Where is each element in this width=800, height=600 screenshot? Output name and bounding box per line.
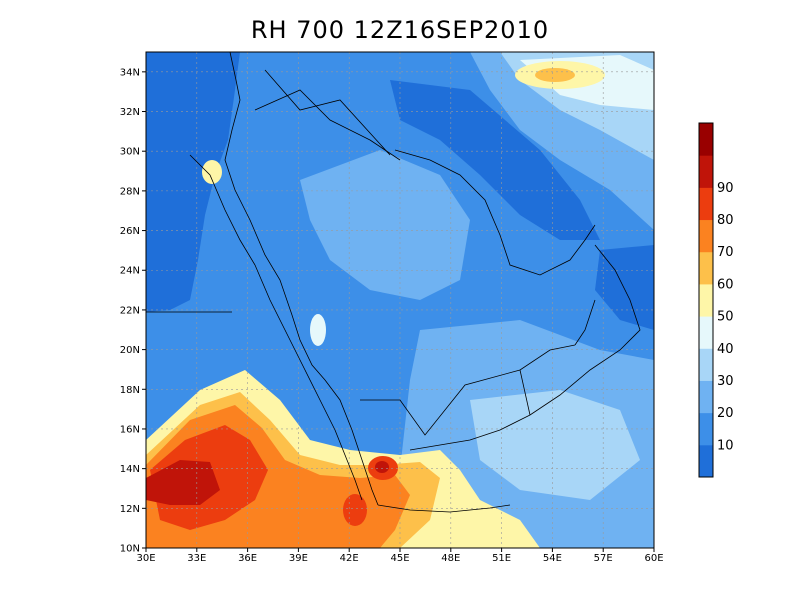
colorbar-swatch [699, 380, 713, 414]
y-tick-label: 24N [120, 266, 140, 277]
coastline-redsea-west [189, 154, 363, 501]
rh-30-40-region-interior [300, 150, 470, 300]
y-tick-label: 32N [120, 107, 140, 118]
colorbar-frame [698, 122, 714, 478]
colorbar-label: 50 [717, 310, 734, 325]
colorbar-label: 70 [717, 245, 734, 260]
x-tick-label: 33E [187, 553, 206, 564]
colorbar-swatch [699, 348, 713, 381]
rh-80-90-pocket-eritrea [343, 494, 367, 526]
coastline-horn-of-africa [377, 504, 511, 513]
y-tick-label: 22N [120, 305, 140, 316]
coastline-redsea-east [224, 52, 379, 506]
colorbar-label: 30 [717, 374, 734, 389]
border-saudi-yemen [360, 344, 576, 436]
colorbar-label: 80 [717, 213, 734, 228]
colorbar-swatch [699, 283, 713, 317]
coastline-oman-arabian-sea [409, 244, 641, 451]
colorbar-label: 10 [717, 438, 734, 453]
colorbar-swatch [699, 412, 713, 446]
border-saudi-north [254, 89, 401, 161]
y-tick-label: 18N [120, 385, 140, 396]
rh-high-pocket-sinai [202, 160, 222, 184]
coastline-arabian-gulf [394, 149, 596, 276]
rh-70-80-north-pocket [535, 68, 575, 82]
border-jordan-iraq [264, 69, 391, 156]
y-tick-label: 16N [120, 424, 140, 435]
colorbar-swatch [699, 316, 713, 349]
colorbar-swatch [699, 444, 713, 478]
colorbar-swatch [699, 219, 713, 253]
y-tick-label: 10N [120, 544, 140, 555]
rh-lowest-region-gulf [390, 80, 600, 240]
x-tick-label: 30E [136, 553, 155, 564]
rh-filled-contours [146, 52, 654, 548]
coastlines-and-borders [146, 52, 641, 513]
colorbar-swatch [699, 123, 713, 156]
y-tick-label: 20N [120, 345, 140, 356]
x-tick-label: 51E [492, 553, 511, 564]
y-tick-label: 12N [120, 504, 140, 515]
rh-40-50-region-south [470, 390, 640, 500]
y-tick-label: 34N [120, 67, 140, 78]
map-title: RH 700 12Z16SEP2010 [250, 16, 550, 44]
colorbar-label: 20 [717, 406, 734, 421]
x-tick-label: 36E [238, 553, 257, 564]
colorbar-label: 90 [717, 181, 734, 196]
colorbar-swatch [699, 155, 713, 188]
x-tick-label: 60E [644, 553, 663, 564]
y-tick-label: 14N [120, 464, 140, 475]
x-tick-label: 48E [441, 553, 460, 564]
x-tick-label: 57E [594, 553, 613, 564]
x-tick-label: 54E [543, 553, 562, 564]
border-oman [519, 299, 596, 416]
colorbar-swatch [699, 251, 713, 285]
x-tick-label: 42E [340, 553, 359, 564]
x-tick-label: 45E [390, 553, 409, 564]
rh-lowest-region-east [595, 245, 654, 330]
rh-90plus-region-southwest [146, 460, 220, 505]
colorbar-label: 40 [717, 342, 734, 357]
y-tick-label: 26N [120, 226, 140, 237]
rh-90plus-pocket-yemen [375, 461, 389, 473]
rh-lowest-region-west [146, 52, 240, 312]
y-tick-label: 30N [120, 147, 140, 158]
colorbar: 10 20 30 40 50 60 70 80 90 [698, 122, 734, 478]
colorbar-label: 60 [717, 277, 734, 292]
x-axis-tick-labels: 30E 33E 36E 39E 42E 45E 48E 51E 54E 57E 60E [136, 548, 664, 564]
y-tick-label: 28N [120, 186, 140, 197]
rh-high-pocket-redsea [310, 314, 326, 346]
x-tick-label: 39E [289, 553, 308, 564]
y-axis-tick-labels: 10N 12N 14N 16N 18N 20N 22N 24N 26N 28N 30N 32N 34N [120, 67, 146, 555]
colorbar-swatch [699, 187, 713, 221]
